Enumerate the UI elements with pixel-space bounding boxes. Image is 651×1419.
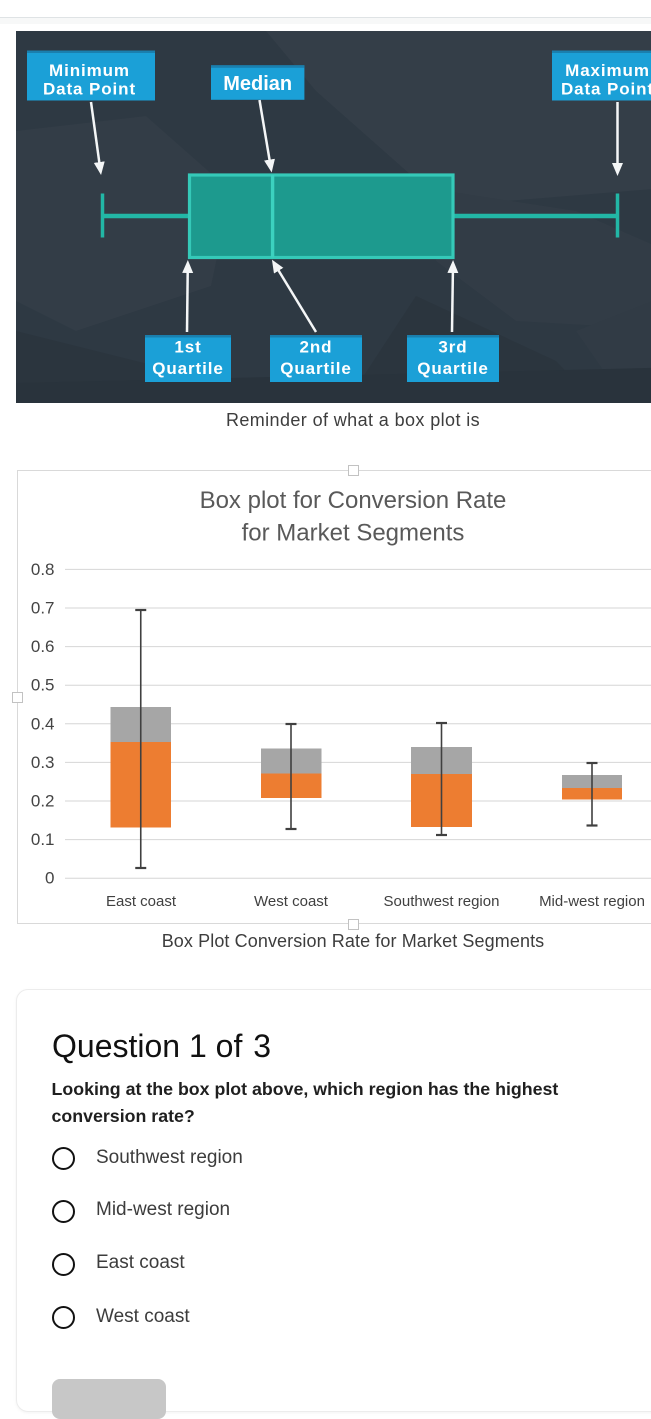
- svg-text:0.6: 0.6: [31, 637, 55, 656]
- svg-text:0: 0: [45, 869, 54, 888]
- svg-text:East coast: East coast: [106, 893, 177, 910]
- svg-text:Data Point: Data Point: [43, 80, 136, 99]
- svg-text:2nd: 2nd: [300, 338, 333, 357]
- svg-text:Mid-west region: Mid-west region: [539, 893, 645, 910]
- svg-text:West coast: West coast: [254, 893, 329, 910]
- svg-text:Minimum: Minimum: [49, 61, 130, 80]
- svg-text:0.2: 0.2: [31, 792, 55, 811]
- svg-text:Quartile: Quartile: [417, 359, 488, 378]
- svg-text:0.4: 0.4: [31, 714, 55, 733]
- svg-text:Quartile: Quartile: [152, 359, 223, 378]
- svg-text:0.3: 0.3: [31, 753, 55, 772]
- svg-text:Southwest region: Southwest region: [384, 893, 500, 910]
- svg-text:0.5: 0.5: [31, 676, 55, 695]
- svg-text:1st: 1st: [174, 338, 201, 357]
- svg-text:Median: Median: [223, 73, 292, 95]
- svg-text:0.7: 0.7: [31, 599, 55, 618]
- svg-text:0.1: 0.1: [31, 830, 55, 849]
- svg-text:Quartile: Quartile: [280, 359, 351, 378]
- svg-text:Box plot for Conversion Rate: Box plot for Conversion Rate: [200, 487, 507, 514]
- svg-text:3rd: 3rd: [438, 338, 467, 357]
- svg-text:0.8: 0.8: [31, 560, 55, 579]
- svg-text:Data Point: Data Point: [561, 80, 651, 99]
- svg-text:for Market Segments: for Market Segments: [242, 520, 465, 547]
- svg-text:Maximum: Maximum: [565, 61, 650, 80]
